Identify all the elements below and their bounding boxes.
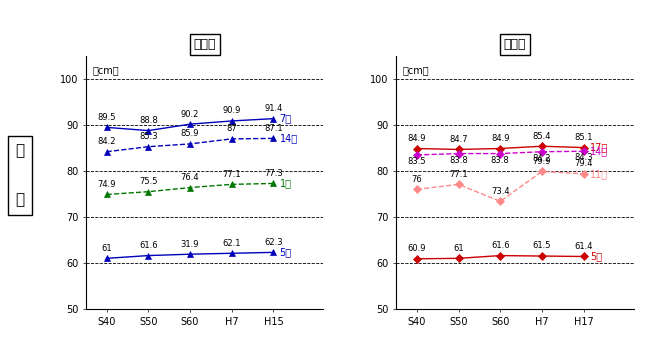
Text: 61.6: 61.6 bbox=[491, 241, 510, 250]
Text: 85.9: 85.9 bbox=[181, 130, 199, 138]
Text: 88.8: 88.8 bbox=[139, 116, 158, 125]
Text: 11歳: 11歳 bbox=[590, 169, 608, 179]
Text: 62.3: 62.3 bbox=[264, 238, 282, 247]
Title: 男　子: 男 子 bbox=[193, 38, 216, 51]
Text: 84.9: 84.9 bbox=[408, 134, 426, 143]
Text: 84.9: 84.9 bbox=[491, 134, 510, 143]
Text: 90.9: 90.9 bbox=[222, 106, 241, 115]
Text: 73.4: 73.4 bbox=[491, 187, 510, 196]
Text: 14歳: 14歳 bbox=[280, 133, 298, 144]
Text: 座

高: 座 高 bbox=[15, 144, 24, 207]
Text: 61.5: 61.5 bbox=[533, 241, 551, 251]
Text: 61.4: 61.4 bbox=[574, 242, 593, 251]
Text: 31.9: 31.9 bbox=[181, 240, 199, 249]
Text: 60.9: 60.9 bbox=[408, 244, 426, 253]
Text: 76.4: 76.4 bbox=[181, 173, 199, 182]
Text: 1歳: 1歳 bbox=[280, 178, 292, 188]
Text: 83.8: 83.8 bbox=[449, 156, 468, 165]
Text: 77.3: 77.3 bbox=[264, 169, 282, 178]
Text: 77.1: 77.1 bbox=[222, 170, 241, 179]
Text: （cm）: （cm） bbox=[92, 65, 119, 75]
Text: 87.1: 87.1 bbox=[264, 124, 282, 133]
Text: 5歳: 5歳 bbox=[590, 252, 602, 261]
Text: 85.4: 85.4 bbox=[533, 132, 551, 141]
Text: 91.4: 91.4 bbox=[264, 104, 282, 113]
Text: 7歳: 7歳 bbox=[280, 114, 292, 124]
Text: 84.7: 84.7 bbox=[449, 135, 468, 144]
Text: 84.2: 84.2 bbox=[98, 137, 116, 146]
Text: 61: 61 bbox=[453, 244, 464, 253]
Text: （cm）: （cm） bbox=[402, 65, 429, 75]
Text: 75.5: 75.5 bbox=[139, 177, 158, 186]
Text: 83.8: 83.8 bbox=[491, 156, 510, 165]
Text: 79.9: 79.9 bbox=[533, 157, 551, 166]
Text: 89.5: 89.5 bbox=[98, 113, 116, 122]
Text: 61.6: 61.6 bbox=[139, 241, 158, 250]
Text: 76: 76 bbox=[411, 175, 422, 184]
Text: 84.3: 84.3 bbox=[574, 153, 593, 163]
Text: 62.1: 62.1 bbox=[222, 239, 241, 248]
Text: 85.1: 85.1 bbox=[574, 133, 593, 142]
Text: 90.2: 90.2 bbox=[181, 110, 199, 119]
Text: 84.2: 84.2 bbox=[533, 154, 551, 163]
Text: 14歳: 14歳 bbox=[590, 146, 608, 156]
Text: 61: 61 bbox=[102, 244, 112, 253]
Text: 17歳: 17歳 bbox=[590, 143, 608, 153]
Text: 79.4: 79.4 bbox=[574, 159, 593, 168]
Title: 女　子: 女 子 bbox=[504, 38, 526, 51]
Text: 87: 87 bbox=[226, 124, 237, 133]
Text: 77.1: 77.1 bbox=[449, 170, 468, 179]
Text: 74.9: 74.9 bbox=[98, 180, 116, 189]
Text: 5歳: 5歳 bbox=[280, 247, 292, 257]
Text: 85.3: 85.3 bbox=[139, 132, 158, 141]
Text: 83.5: 83.5 bbox=[407, 157, 426, 166]
